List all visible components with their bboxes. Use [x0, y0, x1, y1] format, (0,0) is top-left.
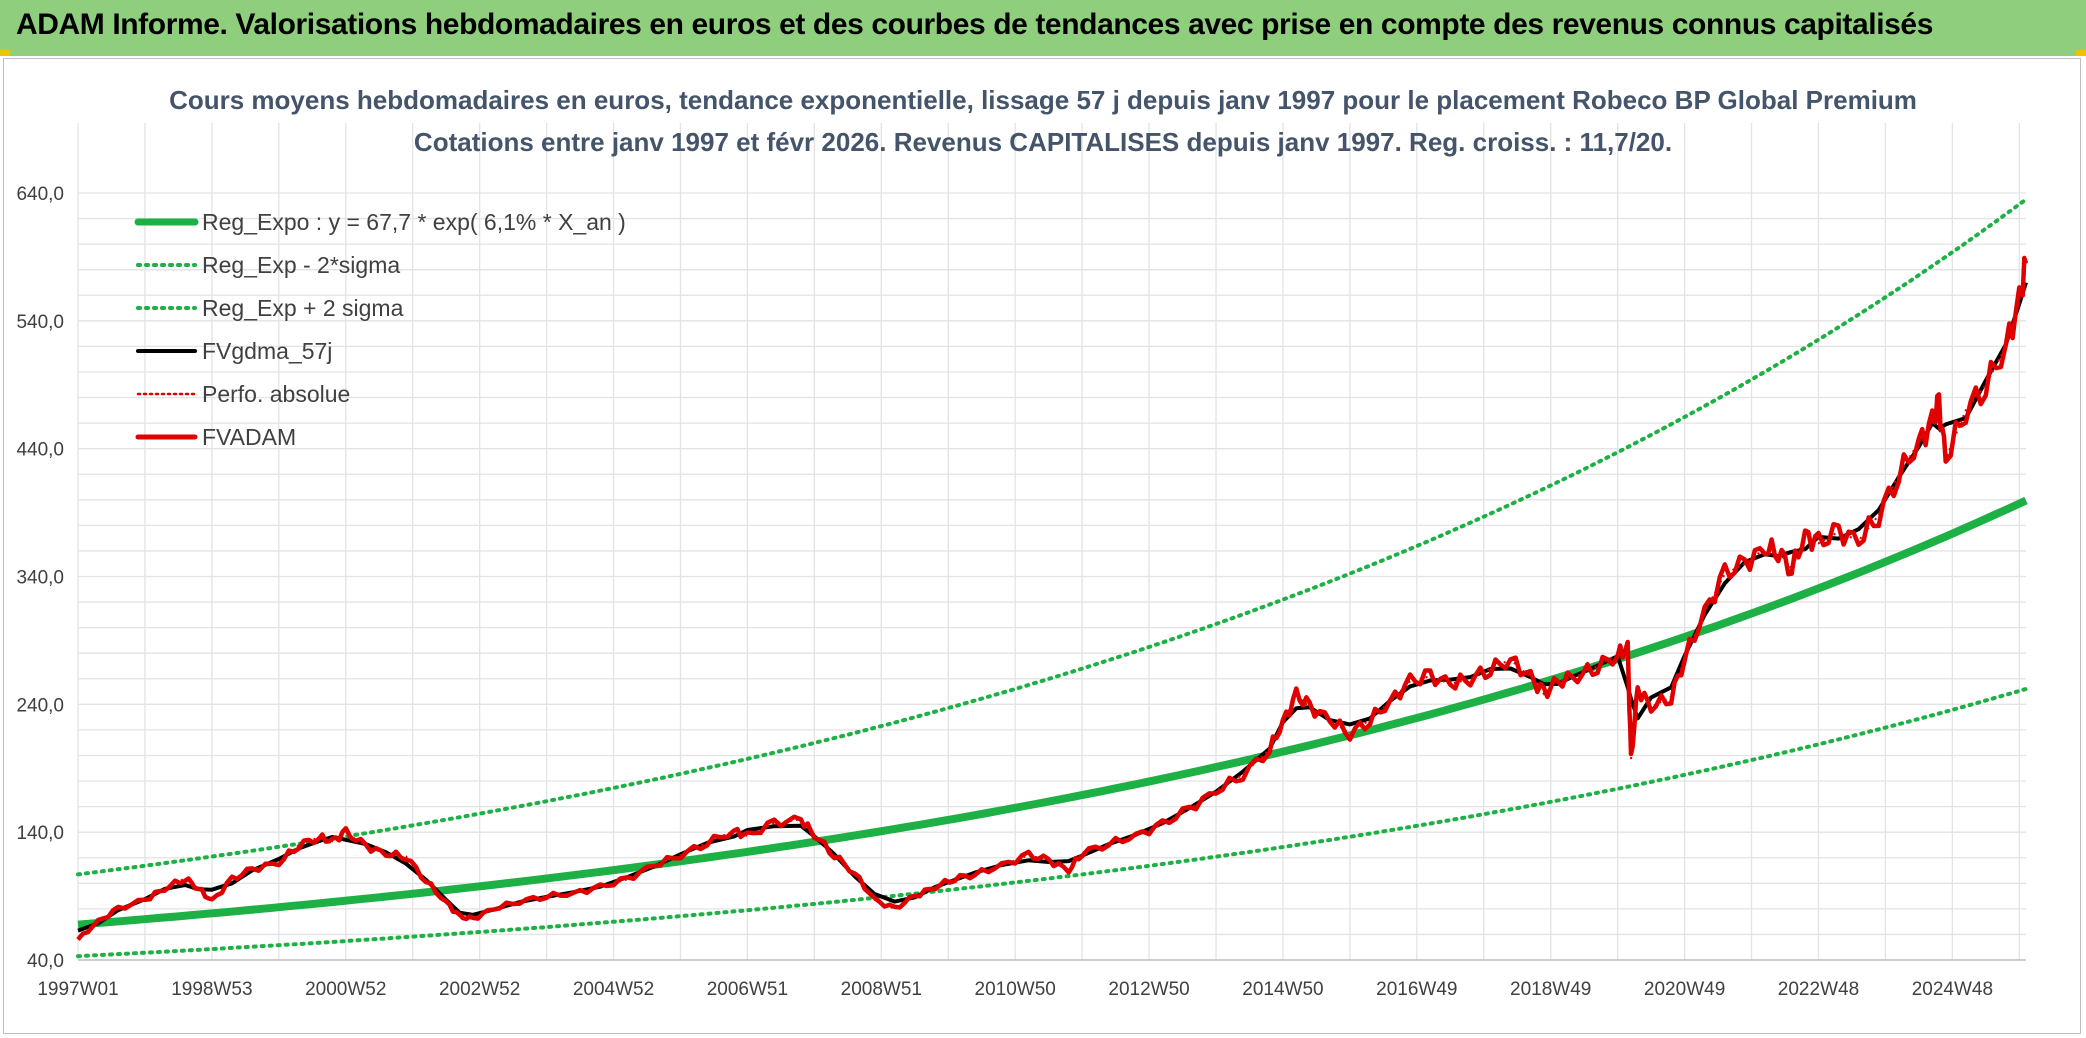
- y-axis: 640,0 540,0 440,0 340,0 240,0 140,0 40,0: [16, 184, 64, 972]
- x-tick-label: 2018W49: [1510, 979, 1591, 1000]
- y-tick-label: 40,0: [27, 951, 64, 972]
- x-axis: 1997W01 1998W53 2000W52 2002W52 2004W52 2006W…: [37, 979, 1993, 1000]
- x-tick-label: 2008W51: [841, 979, 922, 1000]
- banner-accent-left: [0, 50, 10, 56]
- x-tick-label: 2014W50: [1242, 979, 1323, 1000]
- chart-subtitle: Cotations entre janv 1997 et févr 2026. …: [414, 127, 1672, 157]
- x-tick-label: 2016W49: [1376, 979, 1457, 1000]
- x-tick-label: 1998W53: [171, 979, 252, 1000]
- banner-accent-right: [2076, 50, 2086, 56]
- series-fvadam: [76, 255, 2029, 941]
- x-tick-label: 1997W01: [37, 979, 118, 1000]
- series-perfo-absolue: [77, 263, 2027, 941]
- x-tick-label: 2024W48: [1912, 979, 1993, 1000]
- legend-fvadam-label: FVADAM: [202, 424, 296, 450]
- y-tick-label: 440,0: [16, 440, 64, 461]
- x-tick-label: 2012W50: [1108, 979, 1189, 1000]
- plot-area: [76, 197, 2029, 959]
- legend-plus-2sigma-label: Reg_Exp + 2 sigma: [202, 295, 404, 321]
- x-tick-label: 2010W50: [975, 979, 1056, 1000]
- series-plus-2sigma: [76, 197, 2028, 877]
- chart-frame: [3, 58, 2081, 1034]
- series-regression: [77, 496, 2028, 929]
- x-tick-label: 2002W52: [439, 979, 520, 1000]
- header-banner: [0, 0, 2086, 56]
- legend: Reg_Expo : y = 67,7 * exp( 6,1% * X_an )…: [134, 209, 626, 450]
- x-tick-label: 2022W48: [1778, 979, 1859, 1000]
- x-tick-label: 2004W52: [573, 979, 654, 1000]
- grid: [77, 123, 2026, 961]
- y-tick-label: 640,0: [16, 184, 64, 205]
- x-tick-label: 2020W49: [1644, 979, 1725, 1000]
- y-tick-label: 240,0: [16, 695, 64, 716]
- legend-fvgdma-label: FVgdma_57j: [202, 338, 332, 364]
- y-tick-label: 340,0: [16, 568, 64, 589]
- x-tick-label: 2006W51: [707, 979, 788, 1000]
- y-tick-label: 140,0: [16, 823, 64, 844]
- series-minus-2sigma: [76, 687, 2028, 959]
- banner-title: ADAM Informe. Valorisations hebdomadaire…: [16, 8, 1933, 41]
- legend-minus-2sigma-label: Reg_Exp - 2*sigma: [202, 252, 400, 278]
- x-tick-label: 2000W52: [305, 979, 386, 1000]
- legend-perfo-absolue-label: Perfo. absolue: [202, 381, 350, 407]
- legend-regression-label: Reg_Expo : y = 67,7 * exp( 6,1% * X_an ): [202, 209, 626, 235]
- y-tick-label: 540,0: [16, 312, 64, 333]
- chart-title: Cours moyens hebdomadaires en euros, ten…: [169, 85, 1917, 115]
